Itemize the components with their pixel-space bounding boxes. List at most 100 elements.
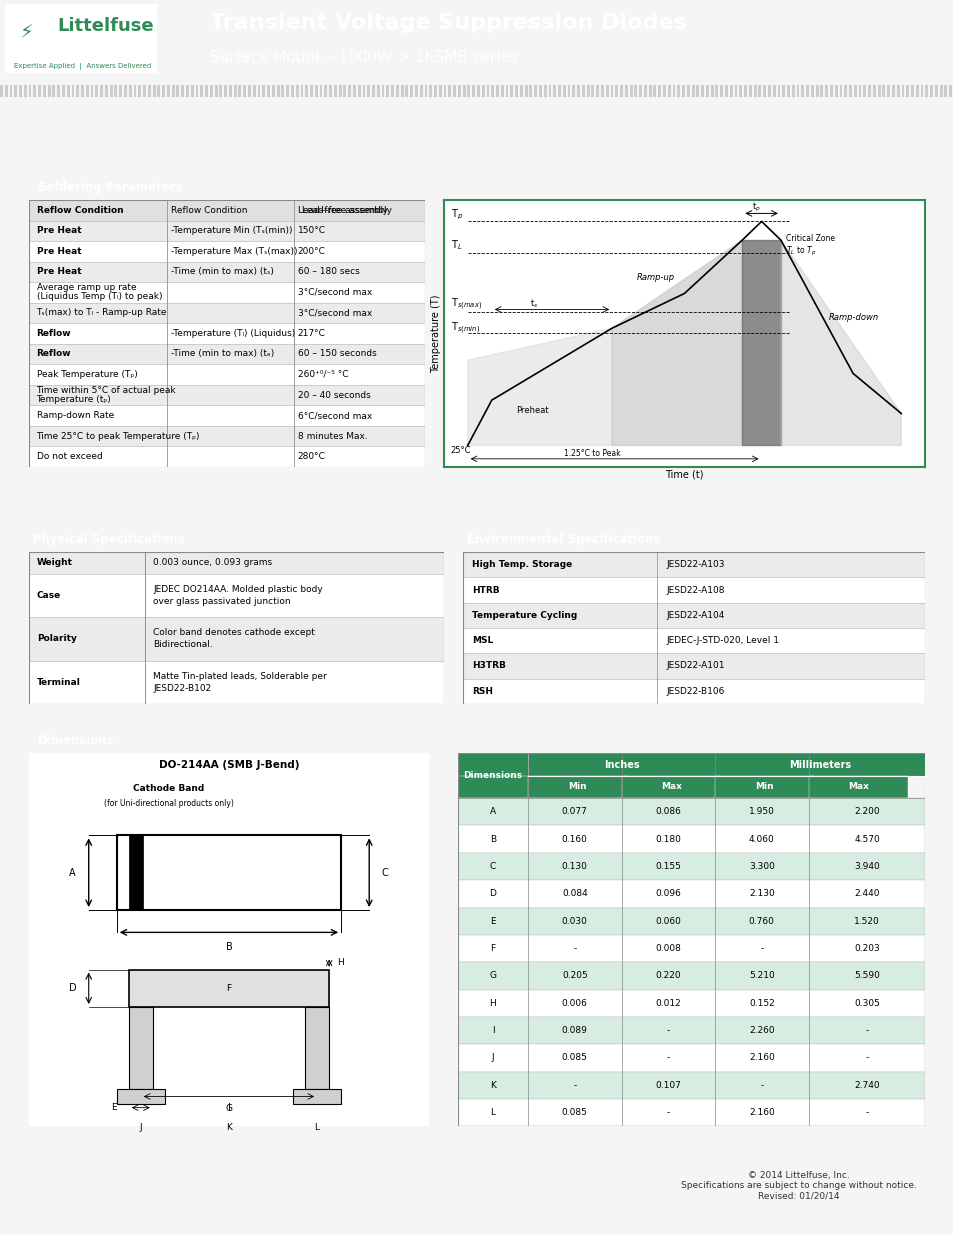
Text: 0.760: 0.760 — [748, 916, 774, 926]
Text: Reflow Condition: Reflow Condition — [36, 206, 123, 215]
Bar — [157, 85, 160, 98]
Bar — [553, 85, 556, 98]
Bar — [29, 405, 424, 426]
Text: Time within 5°C of actual peak: Time within 5°C of actual peak — [36, 387, 176, 395]
Bar — [52, 85, 55, 98]
Text: Inches: Inches — [603, 760, 639, 769]
Text: 20 – 40 seconds: 20 – 40 seconds — [297, 390, 370, 399]
Bar — [867, 85, 870, 98]
Text: D: D — [69, 983, 76, 993]
Text: Dimensions: Dimensions — [463, 771, 522, 781]
Bar — [538, 85, 541, 98]
Bar — [643, 85, 646, 98]
Bar — [129, 835, 143, 910]
Bar — [810, 85, 813, 98]
Bar — [124, 85, 127, 98]
Text: D: D — [489, 889, 496, 898]
Bar — [319, 85, 322, 98]
Bar — [667, 85, 670, 98]
Bar — [438, 85, 441, 98]
Bar — [415, 85, 417, 98]
Bar — [305, 85, 308, 98]
Bar — [515, 85, 517, 98]
Bar — [548, 85, 551, 98]
Text: 0.152: 0.152 — [748, 999, 774, 1008]
Text: 0.003 ounce, 0.093 grams: 0.003 ounce, 0.093 grams — [152, 558, 272, 567]
Y-axis label: Temperature (T): Temperature (T) — [431, 294, 440, 373]
Text: 0.012: 0.012 — [655, 999, 680, 1008]
Bar — [910, 85, 913, 98]
Bar — [510, 85, 513, 98]
Bar — [457, 935, 924, 962]
Text: Peak Temperature (Tₚ): Peak Temperature (Tₚ) — [36, 370, 137, 379]
Bar — [419, 85, 422, 98]
Text: 1.520: 1.520 — [853, 916, 879, 926]
Polygon shape — [741, 240, 780, 446]
Bar — [639, 85, 641, 98]
Text: Lead–free assembly: Lead–free assembly — [301, 206, 392, 215]
Bar — [214, 85, 217, 98]
Text: 0.160: 0.160 — [561, 835, 587, 844]
Bar — [376, 85, 379, 98]
Bar — [527, 776, 627, 798]
Text: 0.077: 0.077 — [561, 808, 587, 816]
Text: A: A — [70, 868, 76, 878]
Bar — [348, 85, 351, 98]
Bar — [772, 85, 775, 98]
Bar — [162, 85, 165, 98]
Text: 2.160: 2.160 — [748, 1108, 774, 1118]
Text: 2.160: 2.160 — [748, 1053, 774, 1062]
Bar — [291, 85, 294, 98]
Bar — [357, 85, 360, 98]
Bar — [243, 85, 246, 98]
Bar — [372, 85, 375, 98]
Text: 150°C: 150°C — [297, 226, 326, 236]
Bar — [534, 85, 537, 98]
Bar — [116, 835, 341, 910]
Text: JESD22-A104: JESD22-A104 — [665, 611, 724, 620]
Text: C: C — [381, 868, 388, 878]
Text: Reflow: Reflow — [36, 350, 71, 358]
Bar — [877, 85, 880, 98]
Bar — [500, 85, 503, 98]
Text: 280°C: 280°C — [297, 452, 325, 461]
Text: -Temperature Max (Tₛ(max)): -Temperature Max (Tₛ(max)) — [171, 247, 297, 256]
Bar — [715, 776, 814, 798]
Bar — [581, 85, 584, 98]
Bar — [343, 85, 346, 98]
Text: 6°C/second max: 6°C/second max — [297, 411, 372, 420]
Bar — [176, 85, 179, 98]
Text: 0.096: 0.096 — [655, 889, 680, 898]
Text: -: - — [864, 1053, 867, 1062]
Bar — [843, 85, 846, 98]
Text: © 2014 Littelfuse, Inc.
Specifications are subject to change without notice.
Rev: © 2014 Littelfuse, Inc. Specifications a… — [679, 1171, 916, 1200]
Bar — [429, 85, 432, 98]
Text: T$_L$: T$_L$ — [451, 238, 462, 252]
Text: t$_s$: t$_s$ — [530, 298, 538, 310]
Bar — [257, 85, 260, 98]
Bar — [462, 653, 924, 679]
Bar — [605, 85, 608, 98]
Bar — [29, 262, 424, 282]
Bar — [353, 85, 355, 98]
Bar — [529, 85, 532, 98]
Bar — [105, 85, 108, 98]
Bar — [167, 85, 170, 98]
Text: Pre Heat: Pre Heat — [36, 247, 81, 256]
Text: 2.130: 2.130 — [748, 889, 774, 898]
Text: JESD22-A101: JESD22-A101 — [665, 662, 724, 671]
Text: 1.950: 1.950 — [748, 808, 774, 816]
Bar — [462, 679, 924, 704]
Bar — [762, 85, 765, 98]
Text: 5.210: 5.210 — [748, 972, 774, 981]
Bar — [457, 85, 460, 98]
Bar — [276, 85, 279, 98]
Text: 3°C/second max: 3°C/second max — [297, 288, 372, 296]
Bar — [710, 85, 713, 98]
Text: 0.203: 0.203 — [853, 944, 879, 953]
Bar — [572, 85, 575, 98]
Bar — [29, 200, 424, 221]
Bar — [619, 85, 622, 98]
Text: Max: Max — [660, 783, 681, 792]
Text: (Liquidus Temp (Tₗ) to peak): (Liquidus Temp (Tₗ) to peak) — [36, 293, 162, 301]
